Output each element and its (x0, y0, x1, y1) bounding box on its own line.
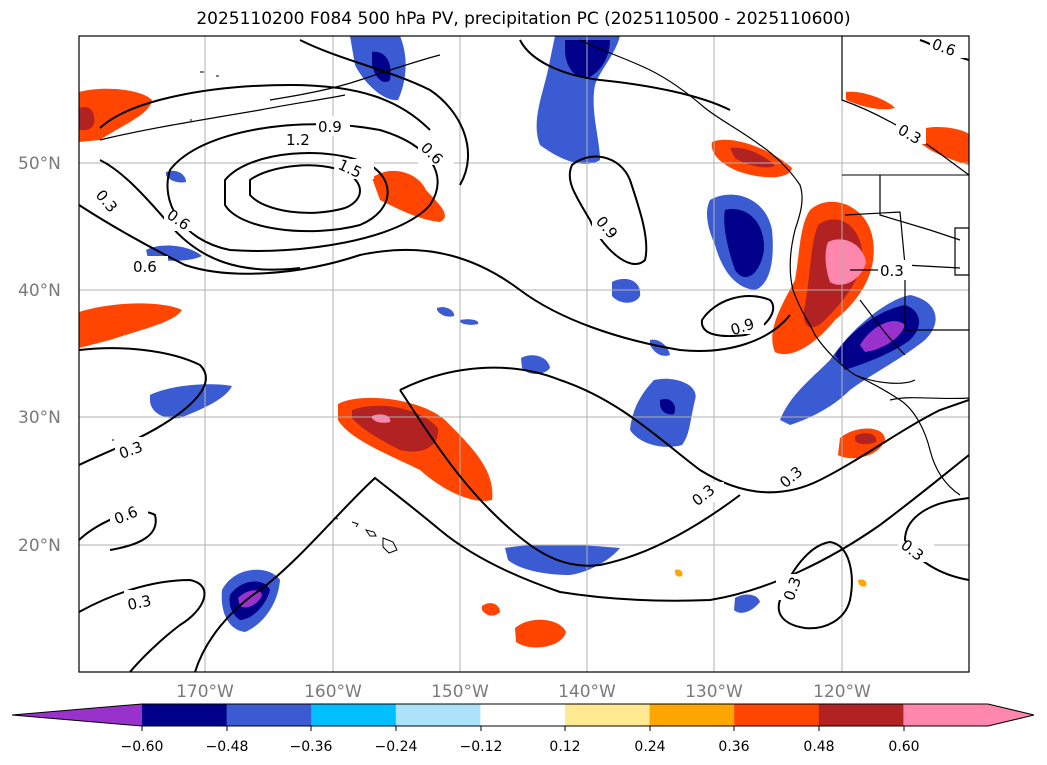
colorbar-swatches (11, 703, 1035, 727)
map-frame (78, 35, 970, 673)
lon-label: 160°W (304, 682, 362, 702)
colorbar-tick-labels: −0.60 −0.48 −0.36 −0.24 −0.12 0.12 0.24 … (121, 739, 920, 755)
lat-label: 40°N (18, 281, 61, 301)
contour-label: 0.6 (133, 258, 157, 276)
contour-label: 0.3 (92, 186, 121, 216)
precip-blob (437, 307, 455, 317)
precip-blob (730, 147, 775, 168)
lon-label: 170°W (176, 682, 234, 702)
gridlines (79, 36, 969, 672)
lat-label: 20°N (18, 536, 61, 556)
precip-blob (79, 303, 182, 348)
precip-blob (650, 339, 670, 356)
lon-label: 140°W (558, 682, 616, 702)
lat-label: 50°N (18, 154, 61, 174)
colorbar-label: 0.60 (888, 739, 919, 755)
precip-blob (166, 170, 186, 183)
precip-shading (79, 36, 969, 648)
colorbar-swatch (142, 704, 228, 726)
colorbar-label: 0.36 (718, 739, 749, 755)
contour-label: 0.9 (318, 118, 342, 136)
colorbar-label: 0.48 (803, 739, 834, 755)
colorbar-label: 0.24 (634, 739, 665, 755)
precip-blob (724, 209, 765, 278)
colorbar-swatch (311, 704, 397, 726)
lat-label: 30°N (18, 408, 61, 428)
latitude-labels: 50°N 40°N 30°N 20°N (18, 154, 61, 556)
precip-blob (734, 594, 760, 613)
precip-blob (482, 603, 500, 616)
precip-blob (372, 414, 391, 423)
colorbar-extend-low (12, 704, 142, 726)
colorbar-swatch (903, 704, 989, 726)
precip-blob (846, 91, 895, 110)
precip-blob (460, 319, 479, 325)
colorbar-swatch (480, 704, 566, 726)
lon-label: 130°W (685, 682, 743, 702)
precip-blob (515, 619, 566, 648)
precip-blob (660, 398, 676, 415)
lon-label: 120°W (813, 682, 871, 702)
colorbar-label: −0.60 (121, 739, 164, 755)
precip-blob (79, 106, 95, 131)
precip-blob (79, 88, 152, 142)
precip-blob (630, 378, 696, 447)
colorbar-swatch (565, 704, 651, 726)
colorbar-label: −0.48 (206, 739, 249, 755)
precip-blob (858, 579, 867, 587)
colorbar-label: −0.36 (290, 739, 333, 755)
longitude-labels: 170°W 160°W 150°W 140°W 130°W 120°W (176, 682, 871, 702)
precip-blob (612, 278, 641, 303)
precip-blob (825, 239, 866, 285)
colorbar: −0.60 −0.48 −0.36 −0.24 −0.12 0.12 0.24 … (11, 703, 1035, 755)
precip-blob (521, 355, 550, 374)
colorbar-swatch (734, 704, 820, 726)
precip-blob (505, 544, 620, 575)
colorbar-label: −0.24 (375, 739, 418, 755)
colorbar-swatch (818, 704, 904, 726)
colorbar-ticks (141, 726, 905, 731)
lon-label: 150°W (431, 682, 489, 702)
precip-blob (674, 569, 683, 577)
islands (112, 71, 398, 554)
colorbar-swatch (649, 704, 735, 726)
colorbar-swatch (226, 704, 312, 726)
contour-label: 1.2 (286, 131, 310, 149)
precip-blob (860, 321, 905, 352)
contour-label: 0.3 (880, 262, 904, 280)
colorbar-label: 0.12 (549, 739, 580, 755)
contour-label: 0.3 (126, 592, 153, 615)
contour-label-halos (93, 38, 966, 610)
precip-blob (918, 127, 969, 165)
map-title: 2025110200 F084 500 hPa PV, precipitatio… (196, 9, 851, 29)
colorbar-label: −0.12 (460, 739, 503, 755)
coastlines (99, 36, 969, 496)
colorbar-extend-high (988, 704, 1034, 726)
precip-blob (855, 433, 877, 445)
precip-blob (150, 384, 232, 419)
colorbar-swatch (395, 704, 481, 726)
